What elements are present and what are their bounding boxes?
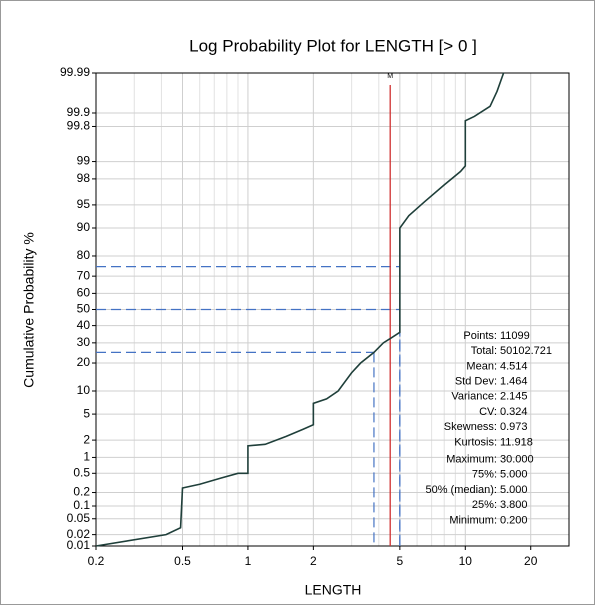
stat-value: 50102.721 <box>500 345 552 357</box>
stat-value: 30.000 <box>500 454 534 466</box>
mean-marker: M <box>387 73 393 80</box>
y-tick-label: 0.01 <box>67 538 91 552</box>
y-tick-label: 2 <box>83 432 90 446</box>
y-tick-label: 40 <box>77 318 91 332</box>
stat-value: 1.464 <box>500 376 528 388</box>
x-tick-label: 0.5 <box>174 554 191 568</box>
y-tick-label: 60 <box>77 286 91 300</box>
x-tick-label: 2 <box>310 554 317 568</box>
y-tick-label: 50 <box>77 302 91 316</box>
y-tick-label: 90 <box>77 220 91 234</box>
y-tick-label: 0.2 <box>73 485 90 499</box>
y-tick-label: 30 <box>77 335 91 349</box>
y-tick-label: 80 <box>77 248 91 262</box>
x-tick-label: 20 <box>524 554 538 568</box>
y-tick-label: 1 <box>83 450 90 464</box>
stat-value: 0.973 <box>500 421 528 433</box>
stat-label: CV: <box>479 406 497 418</box>
stat-value: 5.000 <box>500 469 528 481</box>
x-tick-label: 0.2 <box>88 554 105 568</box>
stat-value: 0.200 <box>500 514 528 526</box>
x-tick-label: 5 <box>397 554 404 568</box>
stat-value: 4.514 <box>500 360 528 372</box>
y-tick-label: 98 <box>77 171 91 185</box>
y-tick-label: 99.8 <box>67 119 91 133</box>
y-tick-label: 99.99 <box>60 65 90 79</box>
y-tick-label: 70 <box>77 268 91 282</box>
stat-label: Variance: <box>451 391 497 403</box>
y-tick-label: 0.02 <box>67 527 91 541</box>
stat-label: 50% (median): <box>425 484 497 496</box>
stat-label: 75%: <box>472 469 497 481</box>
stat-label: Maximum: <box>446 454 497 466</box>
chart-title: Log Probability Plot for LENGTH [> 0 ] <box>189 36 477 55</box>
x-tick-label: 10 <box>459 554 473 568</box>
y-tick-label: 99 <box>77 154 91 168</box>
y-axis-label: Cumulative Probability % <box>21 232 37 388</box>
y-tick-label: 5 <box>83 406 90 420</box>
stat-label: Std Dev: <box>455 376 497 388</box>
y-tick-label: 20 <box>77 355 91 369</box>
stat-value: 11099 <box>500 330 530 342</box>
stat-label: Skewness: <box>444 421 497 433</box>
stat-label: Minimum: <box>449 514 497 526</box>
stat-value: 2.145 <box>500 391 528 403</box>
y-tick-label: 0.05 <box>67 511 91 525</box>
y-tick-label: 0.5 <box>73 465 90 479</box>
stat-value: 11.918 <box>500 436 533 448</box>
stat-label: 25%: <box>472 499 497 511</box>
stat-label: Kurtosis: <box>454 436 497 448</box>
stat-value: 5.000 <box>500 484 528 496</box>
x-axis-label: LENGTH <box>305 582 362 598</box>
y-tick-label: 99.9 <box>67 105 91 119</box>
stat-value: 3.800 <box>500 499 528 511</box>
y-tick-label: 95 <box>77 197 91 211</box>
x-tick-label: 1 <box>245 554 252 568</box>
stat-value: 0.324 <box>500 406 528 418</box>
stat-label: Total: <box>471 345 497 357</box>
stat-label: Mean: <box>466 360 497 372</box>
cumulative-line <box>95 72 505 547</box>
y-tick-label: 10 <box>77 383 91 397</box>
stat-label: Points: <box>463 330 497 342</box>
y-tick-label: 0.1 <box>73 498 90 512</box>
